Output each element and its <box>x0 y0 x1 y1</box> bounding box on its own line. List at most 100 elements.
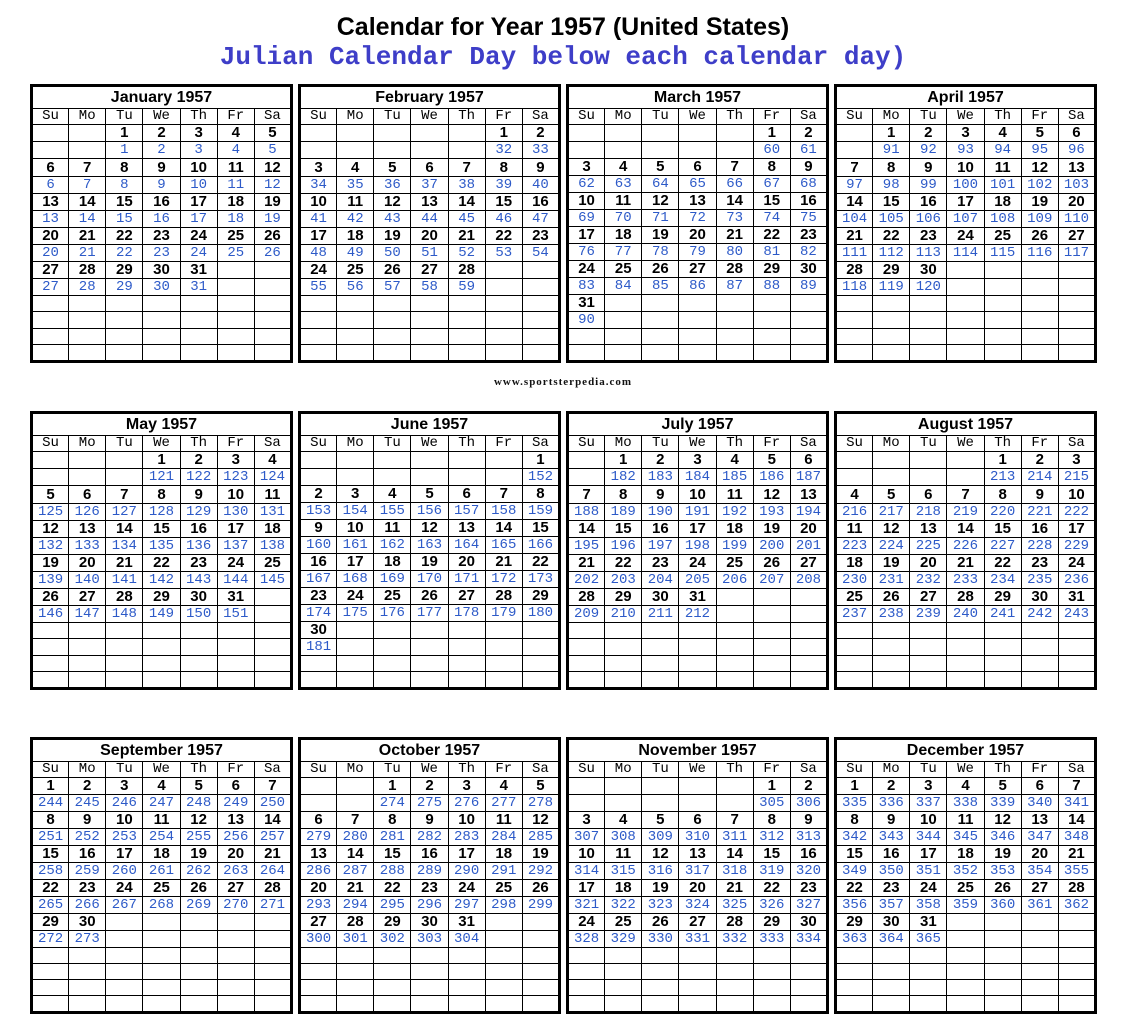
weekday-header: Fr <box>484 108 523 126</box>
empty-cell <box>752 670 791 690</box>
day-cell: 21 <box>253 845 293 863</box>
day-cell: 27 <box>909 588 948 607</box>
empty-cell <box>216 622 255 640</box>
julian-cell: 363 <box>834 930 874 948</box>
empty-cell <box>68 295 107 313</box>
day-cell: 24 <box>909 879 948 897</box>
empty-cell <box>641 979 680 996</box>
weekday-header: Mo <box>336 108 375 126</box>
empty-cell <box>105 979 144 996</box>
day-cell: 20 <box>678 879 717 897</box>
julian-cell: 180 <box>521 604 561 622</box>
empty-cell <box>373 343 412 363</box>
julian-cell <box>715 311 754 329</box>
empty-cell <box>484 295 523 313</box>
weekday-header: Su <box>298 108 338 126</box>
julian-cell: 170 <box>410 570 449 588</box>
day-cell: 27 <box>678 913 717 931</box>
day-cell: 30 <box>789 913 829 931</box>
julian-cell: 269 <box>179 896 218 914</box>
day-cell: 7 <box>946 485 985 504</box>
julian-cell <box>1020 930 1059 948</box>
day-cell: 1 <box>872 124 911 143</box>
julian-cell: 52 <box>447 244 486 263</box>
empty-cell <box>789 654 829 672</box>
julian-cell: 338 <box>946 794 985 812</box>
julian-cell: 189 <box>604 502 643 521</box>
day-cell: 16 <box>298 553 338 571</box>
weekday-header: Tu <box>641 761 680 778</box>
weekday-header: Mo <box>872 435 911 453</box>
julian-cell <box>752 311 791 329</box>
julian-cell <box>521 278 561 297</box>
weekday-header: Su <box>30 108 70 126</box>
day-cell: 30 <box>142 261 181 280</box>
empty-cell <box>410 979 449 996</box>
julian-cell: 317 <box>678 862 717 880</box>
julian-cell: 349 <box>834 862 874 880</box>
day-cell <box>521 913 561 931</box>
julian-cell: 159 <box>521 502 561 520</box>
julian-cell: 3 <box>179 141 218 160</box>
julian-cell: 59 <box>447 278 486 297</box>
julian-cell: 168 <box>336 570 375 588</box>
julian-cell: 341 <box>1057 794 1097 812</box>
weekday-header: Mo <box>68 435 107 453</box>
julian-cell: 86 <box>678 277 717 295</box>
day-cell: 3 <box>1057 451 1097 470</box>
empty-cell <box>566 654 606 672</box>
julian-cell: 316 <box>641 862 680 880</box>
day-cell: 13 <box>216 811 255 829</box>
day-cell: 11 <box>983 158 1022 177</box>
empty-cell <box>909 622 948 640</box>
empty-cell <box>142 311 181 329</box>
julian-cell: 32 <box>484 141 523 160</box>
month-calendar-june: June 1957 Su Mo Tu We Th Fr Sa 1 152 2 3 4 5 6 7 8 153 154… <box>298 411 561 690</box>
day-cell: 12 <box>179 811 218 829</box>
julian-cell: 172 <box>484 570 523 588</box>
julian-cell: 202 <box>566 571 606 590</box>
day-cell: 27 <box>298 913 338 931</box>
julian-cell <box>484 468 523 486</box>
day-cell: 24 <box>946 226 985 246</box>
day-cell: 5 <box>872 485 911 504</box>
day-cell: 29 <box>604 588 643 607</box>
day-cell: 5 <box>179 777 218 795</box>
day-cell <box>752 294 791 312</box>
day-cell: 14 <box>484 519 523 537</box>
day-cell: 10 <box>336 519 375 537</box>
day-cell: 17 <box>946 192 985 211</box>
julian-cell: 144 <box>216 571 255 590</box>
empty-cell <box>336 311 375 329</box>
weekday-header: Sa <box>1057 435 1097 453</box>
empty-cell <box>447 979 486 996</box>
julian-cell: 311 <box>715 828 754 846</box>
empty-cell <box>834 622 874 640</box>
day-cell: 26 <box>1020 226 1059 246</box>
day-cell: 30 <box>909 261 948 280</box>
day-cell: 23 <box>298 587 338 605</box>
weekday-header: Fr <box>216 435 255 453</box>
day-cell: 14 <box>105 519 144 538</box>
julian-cell: 11 <box>216 175 255 194</box>
day-cell: 31 <box>179 261 218 280</box>
empty-cell <box>410 995 449 1013</box>
julian-cell: 153 <box>298 502 338 520</box>
julian-cell: 63 <box>604 175 643 193</box>
day-cell <box>142 913 181 931</box>
julian-cell: 197 <box>641 536 680 555</box>
julian-cell: 225 <box>909 536 948 555</box>
julian-cell <box>604 794 643 812</box>
day-cell: 4 <box>604 158 643 176</box>
julian-cell: 188 <box>566 502 606 521</box>
day-cell: 20 <box>216 845 255 863</box>
weekday-header: Mo <box>336 761 375 778</box>
empty-cell <box>983 947 1022 964</box>
day-cell <box>983 913 1022 931</box>
weekday-header: Tu <box>641 108 680 125</box>
julian-cell: 261 <box>142 862 181 880</box>
julian-cell: 230 <box>834 571 874 590</box>
julian-cell: 124 <box>253 468 293 487</box>
month-calendar-april: April 1957 Su Mo Tu We Th Fr Sa 1 2 3 4 5 6 91 92 93 94 95… <box>834 84 1097 363</box>
weekday-header: Mo <box>604 108 643 125</box>
